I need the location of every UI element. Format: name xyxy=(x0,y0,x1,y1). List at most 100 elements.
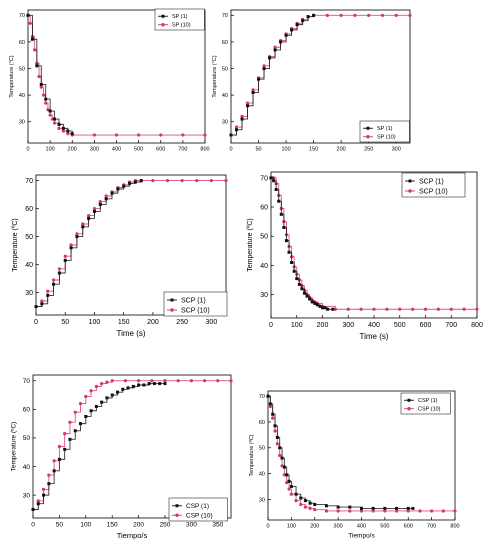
x-tick-label: 300 xyxy=(334,524,343,530)
data-point xyxy=(163,379,167,383)
data-point xyxy=(262,67,266,71)
data-point xyxy=(268,402,272,406)
data-point xyxy=(313,301,317,305)
x-tick-label: 0 xyxy=(31,522,35,529)
legend-marker xyxy=(161,14,165,18)
chart-panel-3: 0 50 100 150 200 250 300 30 40 50 60 70 Temperature … xyxy=(12,174,228,338)
data-point xyxy=(280,456,284,460)
series-line xyxy=(268,395,413,509)
x-tick-label: 0 xyxy=(34,319,38,326)
data-point xyxy=(308,501,312,505)
legend-label: SCP (1) xyxy=(181,297,206,304)
data-point xyxy=(306,15,310,19)
legend-marker xyxy=(408,189,412,193)
data-point xyxy=(313,503,317,507)
data-point xyxy=(110,379,114,383)
x-tick-label: 200 xyxy=(317,322,329,329)
data-point xyxy=(137,383,141,387)
legend-label: CSP (1) xyxy=(418,398,438,404)
data-point xyxy=(294,499,298,503)
x-axis-label: Tiempo/s xyxy=(117,531,148,540)
x-tick-label: 300 xyxy=(392,147,401,153)
data-point xyxy=(39,82,43,86)
data-point xyxy=(308,506,312,510)
data-point xyxy=(251,88,255,92)
data-point xyxy=(300,287,304,291)
series-1 xyxy=(34,179,143,309)
y-tick-label: 50 xyxy=(19,66,25,72)
x-tick-label: 800 xyxy=(471,322,483,329)
y-tick-label: 40 xyxy=(260,263,268,270)
data-point xyxy=(131,384,135,388)
data-point xyxy=(94,384,98,389)
data-point xyxy=(301,19,305,23)
x-tick-label: 600 xyxy=(156,147,165,153)
series-line xyxy=(36,180,226,308)
data-point xyxy=(290,261,294,265)
data-point xyxy=(324,509,329,513)
legend: SP (1) SP (10) xyxy=(359,120,410,143)
data-point xyxy=(273,48,277,52)
data-point xyxy=(268,56,272,60)
y-axis-label: Temperature (ºC) xyxy=(10,422,17,472)
data-point xyxy=(359,509,364,513)
data-point xyxy=(359,307,363,311)
x-tick-label: 100 xyxy=(281,147,290,153)
legend-marker xyxy=(366,126,370,130)
data-point xyxy=(68,420,72,424)
x-tick-label: 500 xyxy=(394,322,406,329)
data-point xyxy=(216,379,220,383)
y-tick-label: 60 xyxy=(25,206,33,213)
x-tick-label: 200 xyxy=(310,524,319,530)
data-point xyxy=(462,307,466,311)
x-tick-label: 200 xyxy=(337,147,346,153)
data-point xyxy=(251,90,255,94)
y-tick-label: 70 xyxy=(25,178,33,185)
x-tick-label: 700 xyxy=(178,147,187,153)
data-point xyxy=(89,409,93,413)
x-tick-label: 300 xyxy=(90,147,99,153)
data-point xyxy=(371,509,375,513)
plot-frame xyxy=(32,374,232,519)
legend-marker xyxy=(366,135,370,139)
x-tick-label: 600 xyxy=(420,322,432,329)
legend-marker xyxy=(175,513,179,517)
y-tick-label: 40 xyxy=(222,93,228,99)
y-tick-label: 50 xyxy=(260,234,268,241)
data-point xyxy=(57,267,61,271)
data-point xyxy=(44,97,48,101)
data-point xyxy=(139,179,143,183)
data-point xyxy=(57,126,61,130)
series-2 xyxy=(34,179,228,309)
data-point xyxy=(269,176,273,180)
y-tick-label: 60 xyxy=(222,40,228,46)
y-tick-label: 50 xyxy=(23,435,31,442)
data-point xyxy=(78,402,83,406)
data-point xyxy=(121,387,125,391)
data-point xyxy=(105,396,109,400)
y-tick-label: 60 xyxy=(19,40,25,46)
x-tick-label: 300 xyxy=(342,322,354,329)
data-point xyxy=(383,506,387,510)
data-point xyxy=(69,246,73,250)
data-point xyxy=(273,424,277,428)
data-point xyxy=(61,129,65,133)
x-axis-label: Tiempo/s xyxy=(348,532,375,539)
data-point xyxy=(324,504,328,508)
x-tick-label: 250 xyxy=(364,147,373,153)
data-point xyxy=(353,13,357,17)
data-point xyxy=(81,222,85,226)
data-point xyxy=(68,437,72,441)
data-point xyxy=(453,509,457,513)
data-point xyxy=(284,239,288,243)
data-point xyxy=(240,114,244,118)
series-line xyxy=(231,15,315,136)
data-point xyxy=(180,179,184,183)
series-1 xyxy=(31,382,167,511)
data-point xyxy=(75,232,79,236)
data-point xyxy=(40,299,44,303)
data-point xyxy=(40,302,44,306)
data-point xyxy=(165,179,170,183)
data-point xyxy=(280,464,284,468)
